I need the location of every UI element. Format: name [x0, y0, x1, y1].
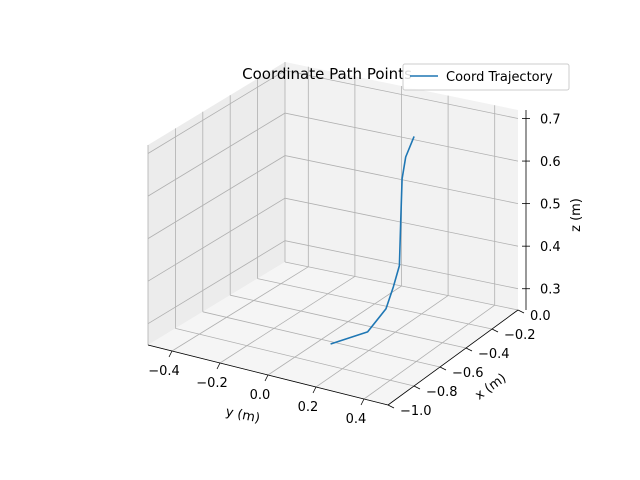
z-tick-label-1: 0.4: [540, 240, 561, 255]
y-tick-label-0: −0.4: [148, 364, 180, 379]
x-axis-line: [387, 309, 519, 406]
legend-frame: [402, 63, 570, 91]
y-tick-label-4: 0.4: [346, 412, 367, 427]
x-tick-label-3: −0.4: [478, 347, 510, 362]
z-tick-label-3: 0.6: [540, 155, 561, 170]
z-tick-label-0: 0.3: [540, 283, 561, 298]
x-tick-4: [491, 328, 499, 333]
y-tick-label-3: 0.2: [298, 400, 319, 415]
series-group: [330, 136, 415, 345]
y-axis-label: y (m): [224, 405, 261, 427]
y-tick-3: [312, 386, 317, 394]
x-tick-label-5: 0.0: [530, 309, 551, 324]
z-axis-label: z (m): [569, 198, 584, 232]
y-grid-floor-2: [267, 285, 402, 376]
chart-title: Coordinate Path Points: [242, 65, 412, 83]
y-tick-1: [216, 362, 221, 370]
x-tick-2: [439, 366, 447, 371]
y-tick-2: [264, 374, 269, 382]
z-grid-3: [147, 112, 519, 197]
y-grid-floor-1: [219, 276, 356, 364]
y-grid-floor-4: [363, 304, 495, 400]
z-tick-label-2: 0.5: [540, 198, 561, 213]
x-tick-label-2: −0.6: [452, 366, 484, 381]
x-tick-5: [517, 309, 525, 314]
z-grid-2: [147, 155, 519, 239]
x-tick-0: [387, 404, 395, 409]
y-tick-label-2: 0.0: [250, 388, 271, 403]
y-tick-4: [360, 398, 365, 406]
x-tick-1: [413, 385, 421, 390]
y-grid-floor-3: [315, 295, 449, 388]
x-tick-3: [465, 347, 473, 352]
axes-panes: [148, 62, 518, 405]
z-grid-0: [147, 240, 519, 325]
series-line-0: [330, 136, 415, 345]
legend-label: Coord Trajectory: [446, 70, 553, 85]
axis-ticks: −0.4 −0.2 0.0 0.2 0.4 −1.0 −0.8 −0.6 −0.4 −0.2 0.0…: [148, 113, 560, 427]
x-tick-label-4: −0.2: [504, 328, 536, 343]
legend: Coord Trajectory: [402, 63, 570, 91]
y-tick-0: [168, 350, 173, 358]
z-grid-1: [147, 197, 519, 282]
y-grid-floor-0: [171, 266, 309, 352]
x-tick-label-0: −1.0: [400, 404, 432, 419]
z-grid-4: [147, 70, 519, 154]
z-tick-label-4: 0.7: [540, 113, 561, 128]
y-tick-label-1: −0.2: [196, 376, 228, 391]
x-tick-label-1: −0.8: [426, 385, 458, 400]
